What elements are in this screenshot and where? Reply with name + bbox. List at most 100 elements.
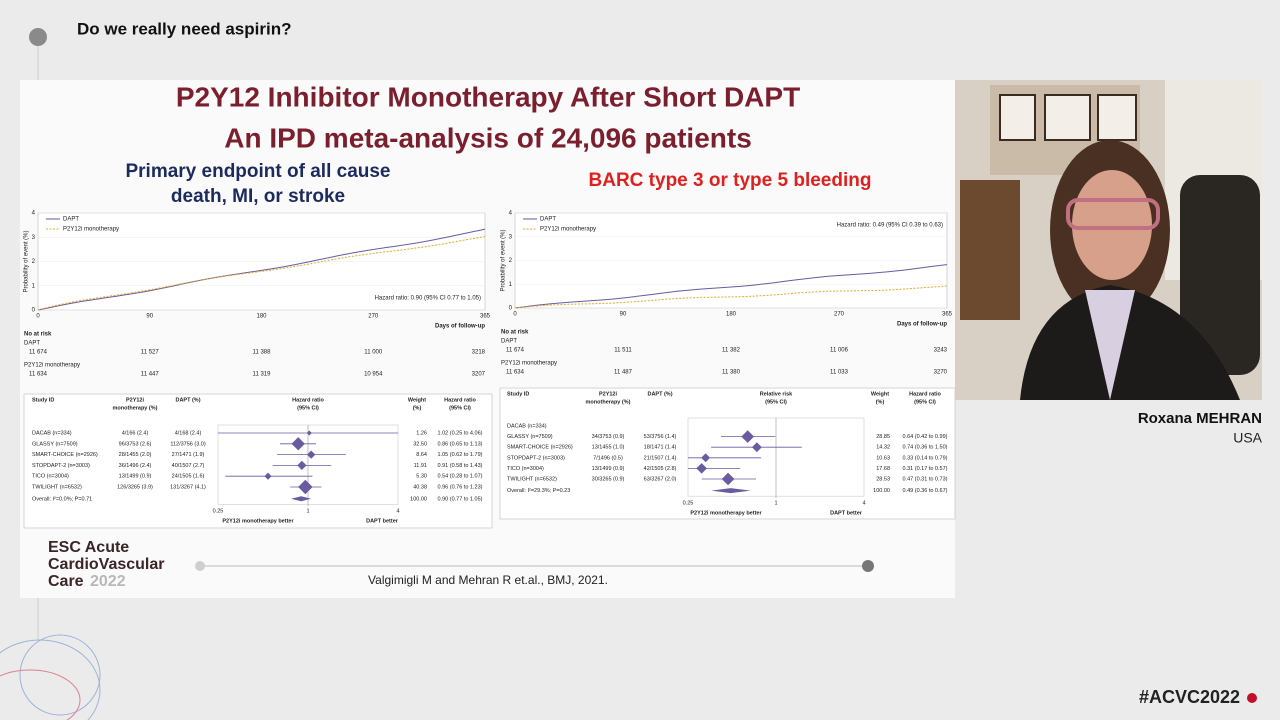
forest-hr: 0.49 (0.36 to 0.67) [903,488,948,494]
logo-line: ESC Acute [48,539,129,556]
at-risk-count: 11 033 [830,370,849,376]
forest-study: STOPDAPT-2 (n=3003) [32,463,90,469]
hr-marker [741,430,755,443]
forest-hr: 0.64 (0.42 to 0.99) [903,434,948,440]
km-y-label: Probability of event (%) [24,230,30,292]
citation: Valgimigli M and Mehran R et.al., BMJ, 2… [368,573,608,587]
at-risk-count: 11 527 [141,350,160,356]
at-risk-count: 11 006 [830,348,849,354]
at-risk-count: 11 511 [614,348,632,354]
km-y-tick: 1 [509,282,513,288]
forest-p2y12i: 13/1499 (0.9) [592,466,625,472]
forest-column: DAPT (%) [647,391,672,397]
hr-marker [298,479,313,495]
forest-weight: 100.00 [873,488,890,494]
forest-study: SMART-CHOICE (n=2926) [507,445,573,451]
forest-axis-tick: 4 [862,500,865,506]
legend-label: DAPT [540,217,556,223]
forest-column: P2Y12i [599,391,618,397]
forest-p2y12i: 7/1496 (0.5) [593,455,623,461]
hr-marker [721,472,735,486]
forest-study: TICO (n=3004) [32,474,69,480]
km-x-label: Days of follow-up [897,322,947,328]
logo-year: 2022 [90,573,126,590]
forest-hr: 0.86 (0.65 to 1.13) [438,441,483,447]
forest-p2y12i: 30/3265 (0.9) [592,476,625,482]
forest-study: SMART-CHOICE (n=2926) [32,452,98,458]
legend-label: P2Y12i monotherapy [63,227,119,233]
at-risk-count: 11 388 [253,350,272,356]
forest-hr: 0.47 (0.31 to 0.73) [903,476,948,482]
timeline-dot [29,28,47,46]
at-risk-count: 11 487 [614,370,633,376]
forest-hr: 0.31 (0.17 to 0.57) [903,466,948,472]
forest-hr: 0.74 (0.36 to 1.50) [903,445,948,451]
forest-p2y12i: 28/1455 (2.0) [119,452,152,458]
forest-hr: 0.33 (0.14 to 0.79) [903,455,948,461]
km-x-tick: 90 [146,314,153,320]
forest-study: GLASSY (n=7509) [32,441,78,447]
forest-column: Weight [871,391,889,397]
forest-weight: 32.50 [413,441,427,447]
at-risk-group: DAPT [501,339,517,345]
forest-column: monotherapy (%) [113,405,158,411]
logo-line: Care [48,573,84,590]
hashtag-dot [1247,693,1257,703]
progress-start[interactable] [195,561,205,571]
km-x-tick: 270 [368,314,379,320]
at-risk-count: 11 380 [722,370,741,376]
forest-weight: 5.30 [416,474,427,480]
forest-column: Weight [408,397,426,403]
hr-marker [297,460,307,471]
forest-column: Hazard ratio [909,391,941,397]
forest-dapt: 4/168 (2.4) [175,430,202,436]
km-y-tick: 2 [509,258,513,264]
km-x-tick: 180 [726,312,737,318]
hr-marker [291,437,305,451]
at-risk-count: 3270 [934,370,948,376]
at-risk-count: 11 382 [722,348,741,354]
at-risk-title: No at risk [501,330,529,336]
forest-frame [499,387,956,520]
hr-marker [696,463,707,474]
forest-weight: 11.91 [414,463,427,469]
speaker-country: USA [1233,430,1262,446]
legend-label: P2Y12i monotherapy [540,227,596,233]
forest-column: (95% CI) [914,399,936,405]
at-risk-count: 11 634 [506,370,525,376]
forest-column: (%) [876,399,885,405]
forest-p2y12i: 34/3753 (0.9) [592,434,625,440]
forest-axis-tick: 0.25 [213,508,224,514]
forest-dapt: 18/1471 (1.4) [644,445,677,451]
forest-weight: 28.53 [876,476,890,482]
forest-axis-tick: 4 [396,508,399,514]
at-risk-count: 3207 [472,372,486,378]
forest-favors: P2Y12i monotherapy better [222,518,294,524]
forest-dapt: 63/3267 (2.0) [644,476,677,482]
km-y-tick: 3 [32,235,36,241]
km-y-tick: 1 [32,283,36,289]
km-y-tick: 4 [509,211,513,217]
forest-study: DACAB (n=334) [507,423,547,429]
km-x-tick: 0 [513,312,517,318]
right-heading: BARC type 3 or type 5 bleeding [589,170,872,191]
forest-column: (95% CI) [449,405,471,411]
hr-marker [307,450,316,459]
forest-p2y12i: 126/3265 (3.9) [117,484,153,490]
forest-column: (95% CI) [297,405,319,411]
forest-column: P2Y12i [126,397,145,403]
forest-dapt: 40/1507 (2.7) [172,463,205,469]
forest-axis-tick: 1 [306,508,309,514]
overall-diamond [711,488,751,494]
forest-p2y12i: 13/1455 (1.0) [592,445,625,451]
progress-handle[interactable] [862,560,874,572]
forest-hr: 1.02 (0.25 to 4.06) [438,430,483,436]
at-risk-count: 3243 [934,348,948,354]
at-risk-group: P2Y12i monotherapy [24,363,80,369]
forest-dapt: 42/1505 (2.8) [644,466,677,472]
km-x-label: Days of follow-up [435,324,485,330]
forest-axis-tick: 0.25 [683,500,694,506]
forest-frame [23,393,493,529]
km-x-tick: 270 [834,312,845,318]
forest-hr: 0.96 (0.76 to 1.23) [438,484,483,490]
